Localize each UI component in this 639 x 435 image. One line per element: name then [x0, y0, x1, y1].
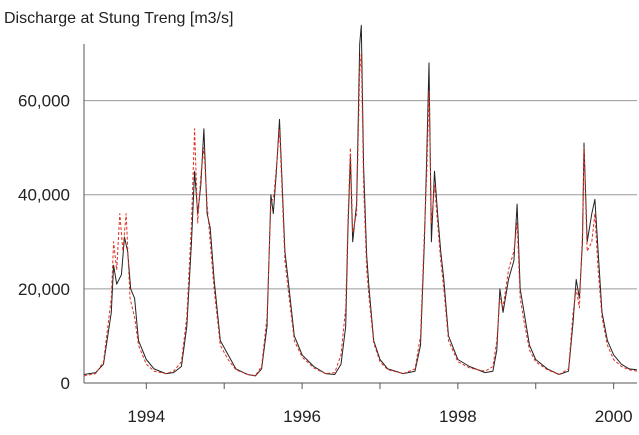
y-tick-label: 0 [61, 374, 70, 393]
y-tick-labels: 0 20,000 40,000 60,000 [18, 92, 70, 393]
chart-title: Discharge at Stung Treng [m3/s] [4, 10, 233, 27]
y-tick-label: 40,000 [18, 186, 70, 205]
axes [83, 44, 637, 389]
series-line-1 [83, 53, 638, 377]
x-tick-label: 1994 [127, 407, 165, 426]
series-line-0 [83, 24, 638, 377]
x-tick-label: 2000 [595, 407, 633, 426]
x-tick-label: 1998 [439, 407, 477, 426]
series-group [83, 24, 638, 377]
gridlines [84, 100, 637, 290]
x-tick-label: 1996 [283, 407, 321, 426]
y-tick-label: 60,000 [18, 92, 70, 111]
x-tick-labels: 1994 1996 1998 2000 [127, 407, 632, 426]
y-tick-label: 20,000 [18, 280, 70, 299]
